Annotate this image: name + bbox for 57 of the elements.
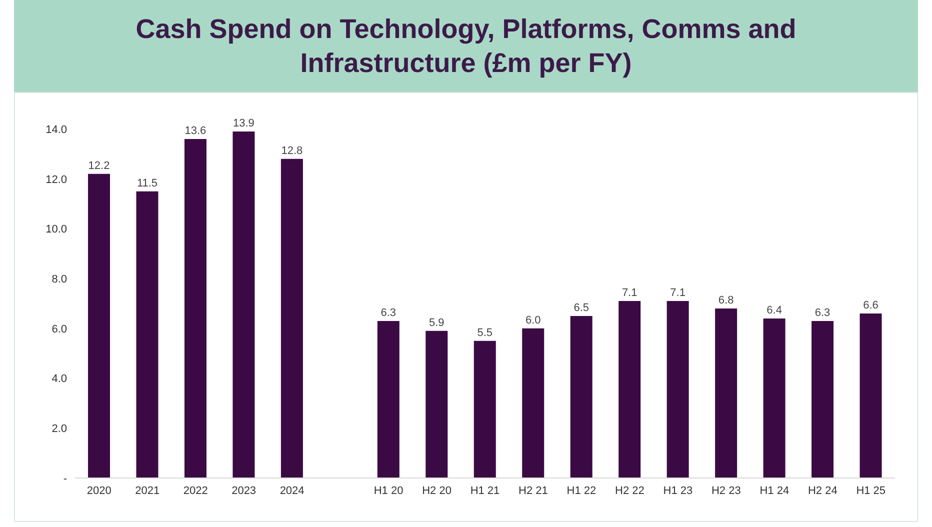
- x-tick-label: H1 25: [856, 484, 886, 497]
- x-tick-label: 2021: [135, 484, 160, 497]
- data-label: 12.2: [88, 160, 110, 172]
- chart-title: Cash Spend on Technology, Platforms, Comms and Infrastructure (£m per FY): [134, 13, 798, 80]
- data-label: 6.6: [863, 299, 878, 312]
- data-label: 5.5: [477, 326, 493, 339]
- bar: [280, 158, 303, 478]
- x-tick-label: H1 21: [470, 484, 500, 497]
- data-label: 6.3: [814, 306, 830, 319]
- y-tick-label: 8.0: [52, 273, 67, 286]
- x-tick-label: H1 24: [760, 484, 790, 497]
- x-tick-label: 2024: [280, 484, 304, 497]
- data-label: 6.5: [574, 302, 589, 314]
- y-tick-label: -: [63, 472, 68, 485]
- bar: [715, 308, 738, 478]
- data-label: 13.9: [232, 117, 254, 130]
- x-tick-label: 2020: [86, 484, 112, 497]
- x-tick-label: H1 22: [566, 484, 596, 497]
- y-tick-label: 10.0: [46, 224, 67, 236]
- bar: [666, 301, 689, 478]
- y-tick-label: 2.0: [52, 423, 67, 436]
- y-tick-label: 14.0: [46, 124, 67, 136]
- x-tick-label: H1 23: [663, 484, 693, 497]
- data-label: 6.8: [718, 294, 734, 306]
- data-label: 6.0: [525, 314, 541, 326]
- bar: [474, 340, 496, 478]
- y-tick-label: 12.0: [46, 174, 67, 186]
- data-label: 13.6: [184, 124, 206, 137]
- bar: [232, 131, 255, 478]
- bar: [618, 301, 641, 478]
- bar: [763, 318, 786, 478]
- x-tick-label: 2023: [232, 484, 256, 497]
- x-tick-label: 2022: [183, 484, 208, 497]
- data-label: 12.8: [281, 144, 303, 157]
- x-tick-label: H2 24: [808, 484, 838, 497]
- x-tick-label: H2 20: [422, 484, 452, 497]
- x-tick-label: H2 23: [711, 484, 741, 497]
- data-label: 7.1: [670, 287, 686, 300]
- bar: [812, 320, 834, 478]
- data-label: 6.3: [380, 306, 396, 319]
- data-label: 11.5: [136, 177, 158, 190]
- x-tick-label: H1 20: [374, 484, 404, 497]
- x-tick-label: H2 22: [615, 484, 644, 497]
- x-tick-label: H2 21: [518, 484, 548, 497]
- data-label: 5.9: [429, 316, 444, 329]
- y-tick-label: 4.0: [52, 373, 67, 386]
- bar: [570, 316, 592, 478]
- data-label: 7.1: [622, 287, 638, 300]
- bar: [136, 191, 158, 478]
- bar: [860, 313, 882, 478]
- bar: [426, 330, 448, 478]
- y-tick-label: 6.0: [52, 323, 67, 336]
- bar: [377, 320, 400, 478]
- bar: [184, 138, 206, 478]
- bar: [88, 174, 110, 478]
- bar: [522, 328, 544, 478]
- data-label: 6.4: [766, 304, 782, 316]
